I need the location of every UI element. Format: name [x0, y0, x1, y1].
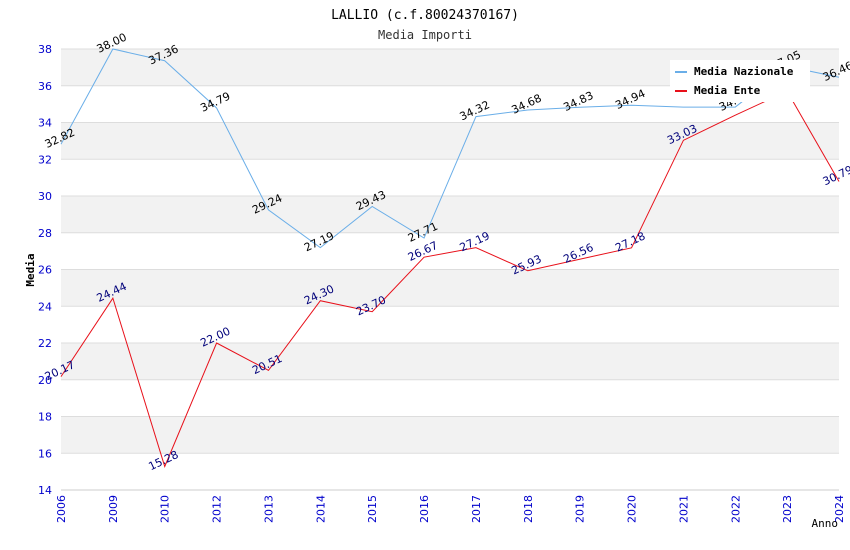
- x-tick-label: 2019: [574, 495, 587, 523]
- grid-band: [61, 343, 839, 380]
- series-line-ente: [60, 90, 840, 468]
- data-label-ente: 26.56: [561, 241, 595, 266]
- data-label-nazionale: 34.79: [198, 90, 232, 115]
- legend-label-nazionale: Media Nazionale: [694, 65, 794, 78]
- x-tick-label: 2016: [418, 495, 431, 523]
- grid-band: [61, 122, 839, 160]
- grid-bands: [61, 48, 839, 491]
- x-tick-label: 2010: [159, 495, 172, 523]
- y-tick-label: 28: [38, 227, 52, 240]
- y-tick-label: 16: [38, 447, 52, 460]
- x-tick-label: 2015: [366, 495, 379, 523]
- data-label-nazionale: 34.94: [613, 87, 647, 112]
- grid-band: [61, 416, 839, 454]
- y-tick-label: 30: [38, 190, 52, 203]
- grid-band: [61, 196, 839, 233]
- x-axis-ticks: 2006 2009 2010 2012 2013 2014 2015 2016 2017 2018…: [55, 495, 846, 523]
- y-tick-label: 22: [38, 337, 52, 350]
- x-tick-label: 2023: [781, 495, 794, 523]
- y-axis-label: Media: [24, 253, 37, 286]
- x-tick-label: 2014: [314, 495, 327, 523]
- x-tick-label: 2017: [470, 495, 483, 523]
- y-tick-label: 34: [38, 117, 52, 130]
- y-tick-label: 26: [38, 264, 52, 277]
- chart-title: LALLIO (c.f.80024370167): [331, 8, 519, 23]
- y-tick-label: 18: [38, 411, 52, 424]
- data-label-nazionale: 34.83: [561, 89, 595, 114]
- x-tick-label: 2009: [107, 495, 120, 523]
- x-tick-label: 2021: [677, 495, 690, 523]
- y-tick-label: 24: [38, 300, 52, 313]
- y-tick-label: 36: [38, 80, 52, 93]
- y-tick-label: 32: [38, 153, 52, 166]
- x-axis-label: Anno: [812, 517, 839, 530]
- y-axis-ticks: 14 16 18 20 22 24 26 28 30 32 34 36 38: [38, 43, 52, 497]
- series-line-nazionale: [60, 48, 840, 249]
- x-tick-label: 2013: [262, 495, 275, 523]
- x-tick-label: 2022: [729, 495, 742, 523]
- x-tick-label: 2020: [626, 495, 639, 523]
- x-tick-label: 2018: [522, 495, 535, 523]
- x-tick-label: 2012: [211, 495, 224, 523]
- legend-box: [670, 60, 810, 102]
- grid-band: [61, 269, 839, 307]
- series-lines: [60, 48, 840, 468]
- data-label-ente: 30.79: [821, 163, 850, 188]
- y-tick-label: 38: [38, 43, 52, 56]
- x-tick-label: 2024: [833, 495, 846, 523]
- legend-label-ente: Media Ente: [694, 84, 761, 97]
- chart-subtitle: Media Importi: [378, 28, 472, 42]
- legend: Media Nazionale Media Ente: [670, 60, 810, 102]
- data-label-nazionale: 34.68: [510, 92, 544, 117]
- y-tick-label: 20: [38, 374, 52, 387]
- x-tick-label: 2006: [55, 495, 68, 523]
- y-tick-label: 14: [38, 484, 52, 497]
